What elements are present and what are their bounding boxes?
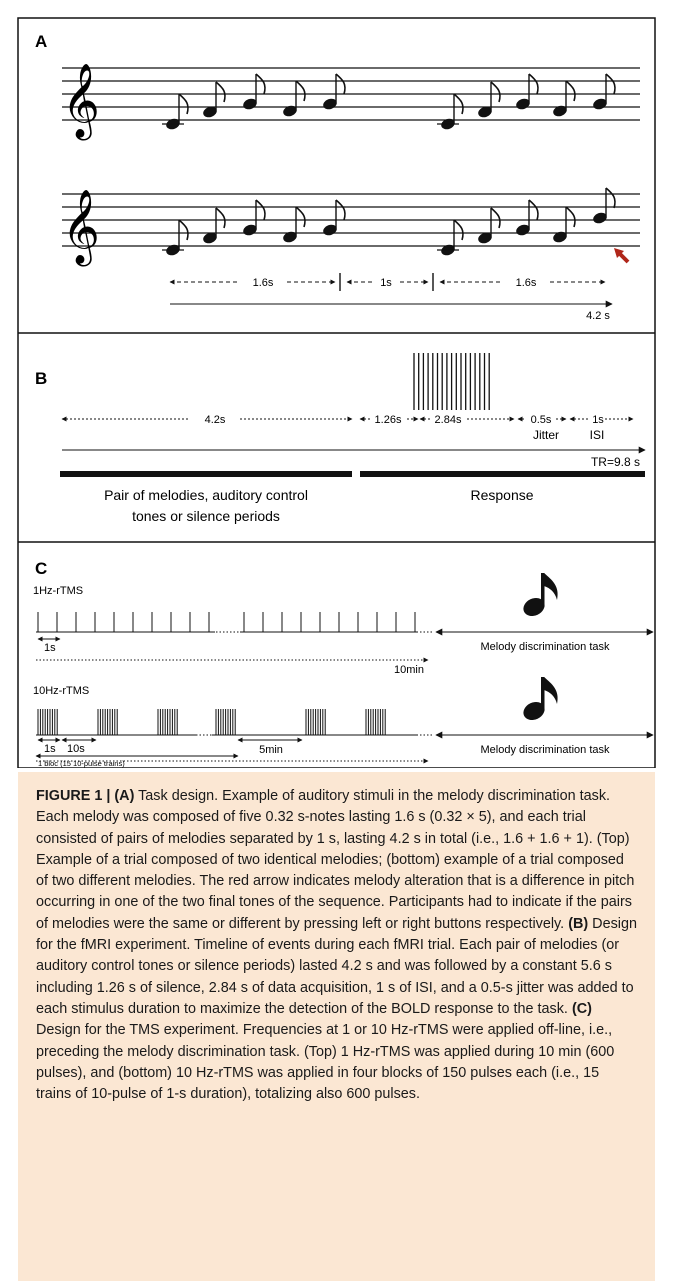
music-staff-bottom xyxy=(62,193,640,247)
eighth-note-icon xyxy=(478,81,501,118)
response-period-label: Response xyxy=(470,487,533,503)
pulse-train xyxy=(157,709,178,735)
eighth-note-icon xyxy=(516,73,539,110)
treble-clef-icon: 𝄞 xyxy=(62,64,100,141)
figure-canvas: A 𝄞 𝄞 xyxy=(17,17,656,768)
caption-label-b: (B) xyxy=(568,915,589,932)
dim-melody2-label: 1.6s xyxy=(516,277,537,289)
figure-caption-box: FIGURE 1 | (A) Task design. Example of a… xyxy=(18,772,655,1281)
treble-clef-icon: 𝄞 xyxy=(62,190,100,267)
caption-label-c: (C) xyxy=(571,1000,592,1017)
figure-panels: A 𝄞 𝄞 xyxy=(17,17,656,768)
seg-acquisition-label: 2.84s xyxy=(435,414,462,426)
seg-jitter-value: 0.5s xyxy=(531,414,552,426)
figure-caption: FIGURE 1 | (A) Task design. Example of a… xyxy=(36,786,637,1105)
pulse-train xyxy=(305,709,326,735)
row2-task-label: Melody discrimination task xyxy=(481,744,610,756)
eighth-note-icon xyxy=(593,187,616,224)
melody-period-bar xyxy=(60,471,352,477)
pulses-1hz xyxy=(37,612,416,632)
eighth-note-icon xyxy=(203,81,226,118)
eighth-note-icon xyxy=(441,93,464,130)
panel-b: B 4.2s 1.26s 2.84s 0 xyxy=(35,353,646,524)
row2-gap-label: 5min xyxy=(259,744,283,756)
panel-a: A 𝄞 𝄞 xyxy=(35,32,640,322)
jitter-label: Jitter xyxy=(533,428,559,442)
row2-interval-a-label: 1s xyxy=(44,743,56,755)
eighth-note-icon xyxy=(441,219,464,256)
eighth-note-icon xyxy=(166,93,189,130)
dim-total-label: 4.2 s xyxy=(586,310,610,322)
melody-period-sublabel: tones or silence periods xyxy=(132,508,280,524)
eighth-note-icon xyxy=(283,206,306,243)
row2-title: 10Hz-rTMS xyxy=(33,685,89,697)
caption-part-a: Task design. Example of auditory stimuli… xyxy=(36,788,635,932)
figure-frame xyxy=(17,17,656,768)
row2-interval-b-label: 10s xyxy=(67,743,85,755)
isi-label: ISI xyxy=(590,428,605,442)
caption-label-a: FIGURE 1 | (A) xyxy=(36,788,135,804)
eighth-note-icon xyxy=(243,199,266,236)
panel-c-letter: C xyxy=(35,559,47,578)
pulse-train xyxy=(37,709,58,735)
eighth-note-icon xyxy=(593,73,616,110)
panel-c: C 1Hz-rTMS 1s 10min Melody discriminatio… xyxy=(33,559,654,768)
caption-part-c: Design for the TMS experiment. Frequenci… xyxy=(36,1022,615,1103)
eighth-note-icon xyxy=(516,199,539,236)
eighth-note-icon xyxy=(283,80,306,117)
music-staff-top xyxy=(62,67,640,121)
melody-notes-bottom xyxy=(162,187,616,256)
eighth-note-icon xyxy=(553,80,576,117)
caption-part-b: Design for the fMRI experiment. Timeline… xyxy=(36,915,637,1017)
row2-bloc-label: 1 bloc (15 10-pulse trains) xyxy=(38,759,125,768)
alteration-arrow-icon xyxy=(614,248,630,264)
response-period-bar xyxy=(360,471,645,477)
seg-isi-value: 1s xyxy=(592,414,604,426)
tr-label: TR=9.8 s xyxy=(591,455,640,469)
dim-melody1-label: 1.6s xyxy=(253,277,274,289)
pulse-train xyxy=(365,709,386,735)
eighth-note-icon xyxy=(203,207,226,244)
row1-title: 1Hz-rTMS xyxy=(33,585,83,597)
panel-b-letter: B xyxy=(35,369,47,388)
row1-task-label: Melody discrimination task xyxy=(481,641,610,653)
pulse-train xyxy=(215,709,236,735)
eighth-note-icon xyxy=(478,207,501,244)
music-note-icon xyxy=(523,573,558,616)
seg-melody-label: 4.2s xyxy=(205,414,226,426)
eighth-note-icon xyxy=(166,219,189,256)
eighth-note-icon xyxy=(243,73,266,110)
dim-gap-label: 1s xyxy=(380,277,392,289)
eighth-note-icon xyxy=(323,199,346,236)
melody-notes-top xyxy=(162,73,616,130)
pulse-train xyxy=(97,709,118,735)
panel-a-letter: A xyxy=(35,32,47,51)
music-note-icon xyxy=(523,677,558,720)
eighth-note-icon xyxy=(323,73,346,110)
acquisition-pulses xyxy=(413,353,490,410)
row1-total-label: 10min xyxy=(394,664,424,676)
melody-period-label: Pair of melodies, auditory control xyxy=(104,487,308,503)
pulse-trains-10hz xyxy=(37,709,386,735)
row1-interval-label: 1s xyxy=(44,642,56,654)
seg-silence-label: 1.26s xyxy=(375,414,402,426)
eighth-note-icon xyxy=(553,206,576,243)
